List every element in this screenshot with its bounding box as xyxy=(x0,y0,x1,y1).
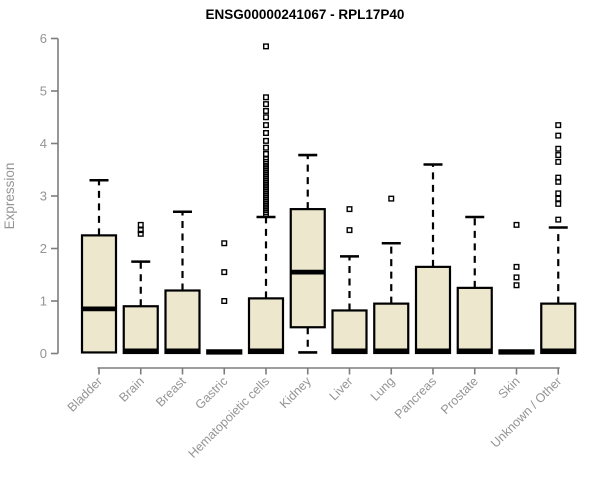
outlier-point xyxy=(513,274,520,281)
x-category-label: Kidney xyxy=(277,374,314,411)
outlier-point xyxy=(137,230,144,237)
outlier-point xyxy=(513,221,520,228)
chart-title: ENSG00000241067 - RPL17P40 xyxy=(206,7,405,22)
iqr-box xyxy=(247,297,285,355)
x-category-label: Prostate xyxy=(438,374,481,417)
outlier-point xyxy=(263,43,270,50)
outlier-point xyxy=(555,200,562,207)
box-brain xyxy=(122,221,159,355)
iqr-box xyxy=(80,234,118,354)
outlier-point xyxy=(263,137,270,144)
outlier-point xyxy=(263,129,270,136)
outlier-point xyxy=(388,195,395,202)
y-axis-label: Expression xyxy=(2,163,17,230)
box-liver xyxy=(331,206,368,355)
y-tick-label: 1 xyxy=(40,294,47,309)
outlier-point xyxy=(263,144,270,151)
outlier-point xyxy=(346,227,353,234)
box-lung xyxy=(373,195,410,355)
y-tick-label: 2 xyxy=(40,241,47,256)
box-gastric xyxy=(206,240,243,355)
outlier-point xyxy=(513,263,520,270)
y-tick-label: 4 xyxy=(40,136,47,151)
box-prostate xyxy=(456,215,493,355)
iqr-box xyxy=(331,309,368,355)
outlier-point xyxy=(555,158,562,165)
outlier-point xyxy=(263,101,270,108)
outlier-point xyxy=(263,94,270,101)
y-tick-label: 0 xyxy=(40,346,47,361)
iqr-box xyxy=(540,302,577,355)
box-skin xyxy=(498,221,535,355)
outlier-point xyxy=(513,282,520,289)
x-category-label: Bladder xyxy=(65,374,105,414)
x-category-label: Liver xyxy=(327,374,356,403)
outlier-point xyxy=(263,114,270,121)
outlier-point xyxy=(555,216,562,223)
outlier-point xyxy=(263,122,270,129)
x-category-label: Unknown / Other xyxy=(488,374,564,450)
x-category-label: Brain xyxy=(116,374,147,405)
outlier-point xyxy=(555,195,562,202)
x-category-label: Pancreas xyxy=(392,374,439,421)
box-bladder xyxy=(80,178,118,354)
outlier-point xyxy=(555,122,562,129)
box-pancreas xyxy=(414,163,452,355)
outlier-point xyxy=(555,132,562,139)
y-tick-label: 6 xyxy=(40,31,47,46)
plot-area: 0 1 2 3 4 5 6 Bladder Brain Breast GastricHematopo… xyxy=(40,31,577,461)
iqr-box xyxy=(164,289,201,355)
x-category-label: Gastric xyxy=(192,374,230,412)
iqr-box xyxy=(122,305,159,355)
box-hematopoietic-cells xyxy=(247,43,285,355)
outlier-point xyxy=(221,240,228,247)
outlier-point xyxy=(555,174,562,181)
iqr-box xyxy=(373,302,410,355)
iqr-box xyxy=(456,286,493,355)
y-tick-label: 3 xyxy=(40,189,47,204)
outlier-point xyxy=(221,298,228,305)
x-category-label: Hematopoietic cells xyxy=(186,374,273,461)
outlier-point xyxy=(263,150,270,157)
outlier-point xyxy=(555,152,562,159)
y-tick-label: 5 xyxy=(40,84,47,99)
iqr-box xyxy=(289,208,326,329)
outlier-point xyxy=(137,227,144,234)
outlier-point xyxy=(346,206,353,213)
iqr-box xyxy=(414,265,452,355)
outlier-point xyxy=(555,190,562,197)
x-category-label: Breast xyxy=(153,374,189,410)
outlier-point xyxy=(221,269,228,276)
outlier-point xyxy=(555,145,562,152)
y-axis: 0 1 2 3 4 5 6 xyxy=(40,31,59,361)
box-breast xyxy=(164,210,201,355)
box-unknown-other xyxy=(540,122,577,355)
outlier-point xyxy=(263,107,270,114)
box-kidney xyxy=(289,153,326,354)
x-category-label: Lung xyxy=(368,374,398,404)
x-category-label: Skin xyxy=(496,374,523,401)
outlier-point xyxy=(137,221,144,228)
